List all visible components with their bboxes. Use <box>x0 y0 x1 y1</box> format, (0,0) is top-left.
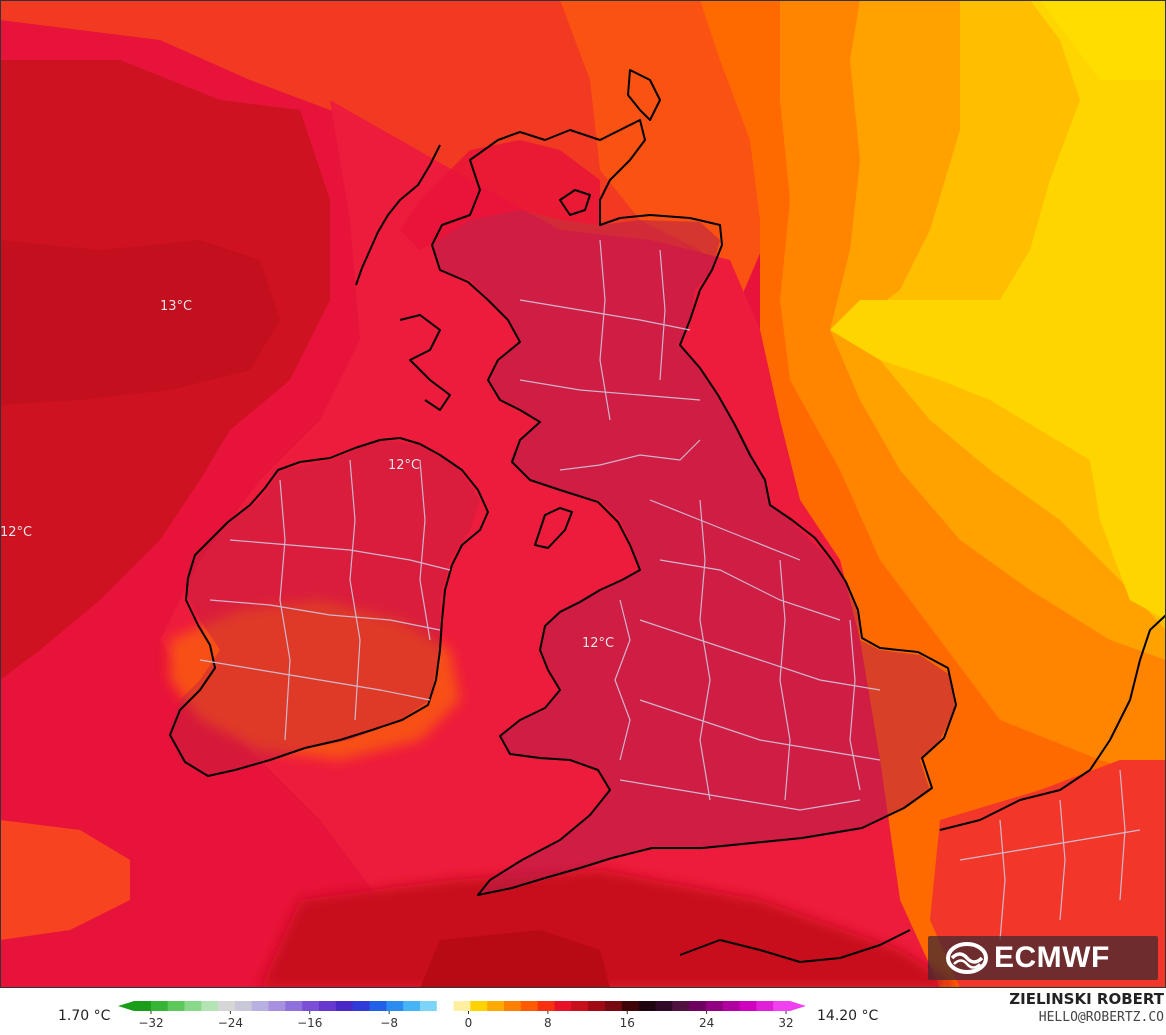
colorbar-segment <box>268 1001 286 1011</box>
colorbar-segment <box>335 1001 354 1011</box>
field-orange-southwest-sea <box>0 820 130 940</box>
temperature-map: 13°C 12°C 12°C 12°C <box>0 0 1166 988</box>
coastline-shetland <box>627 69 661 121</box>
admin-boundaries <box>199 239 1141 941</box>
colorbar-segment <box>201 1001 219 1011</box>
colorbar-segment <box>419 1001 438 1011</box>
boundary-scotland-england <box>559 439 701 471</box>
coastline-ireland <box>169 437 489 777</box>
colorbar-segment <box>184 1001 202 1011</box>
coastline-isle-of-man <box>534 507 573 549</box>
colorbar-segment <box>234 1001 253 1011</box>
colorbar-segment <box>167 1001 185 1011</box>
colorbar-segment <box>436 1001 455 1011</box>
colorbar-tick-label: 0 <box>465 1016 473 1030</box>
colorbar-tick-label: 24 <box>699 1016 714 1030</box>
scale-min-label: 1.70 °C <box>58 1008 111 1024</box>
colorbar-segment <box>369 1001 387 1011</box>
colorbar-segment <box>672 1001 690 1011</box>
colorbar-segment <box>453 1001 471 1011</box>
boundary-mesh-continent <box>959 769 1141 941</box>
temperature-colorbar: −32 −24 −16 −8 0 8 16 24 32 <box>118 1001 806 1030</box>
colorbar-segment <box>134 1001 152 1011</box>
colorbar-segment <box>470 1001 488 1011</box>
great-britain-land <box>430 210 955 895</box>
colorbar-tick-label: −16 <box>297 1016 322 1030</box>
coastline-brittany <box>679 929 911 963</box>
colorbar-segment <box>588 1001 606 1011</box>
colorbar-segment <box>537 1001 556 1011</box>
colorbar-segment <box>251 1001 270 1011</box>
boundary-mesh-england-1 <box>639 499 881 691</box>
field-continent <box>930 760 1166 988</box>
colorbar-tick-label: 32 <box>778 1016 793 1030</box>
colorbar-tick-label: 16 <box>620 1016 635 1030</box>
field-band-light-yellow <box>1040 0 1166 80</box>
colorbar-tick-label: 8 <box>544 1016 552 1030</box>
colorbar-ticks: −32 −24 −16 −8 0 8 16 24 32 <box>138 1011 794 1030</box>
boundary-mesh-scotland <box>519 239 701 421</box>
credit-email: HELLO@ROBERTZ.CO <box>1038 1010 1164 1025</box>
colorbar-segment <box>689 1001 707 1011</box>
colorbar-segment <box>520 1001 539 1011</box>
coastline-orkney <box>559 189 591 216</box>
credit-author: ZIELINSKI ROBERT <box>1009 990 1164 1008</box>
colorbar-segment <box>319 1001 337 1011</box>
coastlines <box>169 69 1166 963</box>
colorbar-segment <box>722 1001 741 1011</box>
colorbar-segment <box>655 1001 673 1011</box>
colorbar-segment <box>386 1001 404 1011</box>
colorbar-tick-label: −24 <box>218 1016 243 1030</box>
scale-max-label: 14.20 °C <box>817 1008 879 1024</box>
field-band-yellow <box>830 0 1166 620</box>
coastline-continent <box>939 614 1166 831</box>
colorbar-segment <box>302 1001 320 1011</box>
boundary-mesh-england-3 <box>699 499 861 801</box>
contour-label-northern-ireland: 12°C <box>388 458 420 473</box>
colorbar-segment <box>621 1001 640 1011</box>
colorbar-segment <box>773 1001 791 1011</box>
colorbar-segments <box>118 1001 806 1011</box>
colorbar-segment <box>403 1001 421 1011</box>
coastline-outer-hebrides <box>355 144 441 286</box>
colorbar-segment <box>150 1001 169 1011</box>
footer-legend: 1.70 °C −32 −24 −16 −8 0 8 16 24 32 14.20 °C ZIE… <box>0 988 1166 1035</box>
colorbar-segment <box>705 1001 724 1011</box>
coastline-inner-hebrides <box>399 314 451 411</box>
boundary-mesh-ireland <box>199 459 451 741</box>
contour-label-atlantic: 13°C <box>160 299 192 314</box>
colorbar-segment <box>638 1001 656 1011</box>
colorbar-max-arrow <box>790 1001 806 1011</box>
ireland-land <box>170 440 480 775</box>
field-darker-red-south <box>420 930 610 988</box>
colorbar-segment <box>218 1001 236 1011</box>
field-pool-darker-red-west <box>0 240 280 405</box>
colorbar-tick-label: −8 <box>380 1016 398 1030</box>
colorbar-segment <box>739 1001 757 1011</box>
colorbar-segment <box>554 1001 572 1011</box>
colorbar-segment <box>487 1001 505 1011</box>
colorbar-segment <box>504 1001 522 1011</box>
colorbar-segment <box>604 1001 623 1011</box>
colorbar-segment <box>571 1001 589 1011</box>
boundary-wales-england <box>614 599 631 761</box>
contour-label-wales: 12°C <box>582 636 614 651</box>
colorbar-tick-label: −32 <box>138 1016 163 1030</box>
coastline-great-britain <box>431 119 957 896</box>
field-orange-southwest-ireland <box>170 600 460 760</box>
boundary-mesh-england-2 <box>619 699 881 811</box>
colorbar-segment <box>285 1001 303 1011</box>
colorbar-min-arrow <box>118 1001 134 1011</box>
colorbar-segment <box>756 1001 774 1011</box>
ecmwf-swirl-icon <box>946 942 988 974</box>
ecmwf-logo: ECMWF <box>928 936 1158 980</box>
ecmwf-logo-text: ECMWF <box>994 941 1110 974</box>
contour-label-west-edge: 12°C <box>0 525 32 540</box>
colorbar-segment <box>352 1001 370 1011</box>
